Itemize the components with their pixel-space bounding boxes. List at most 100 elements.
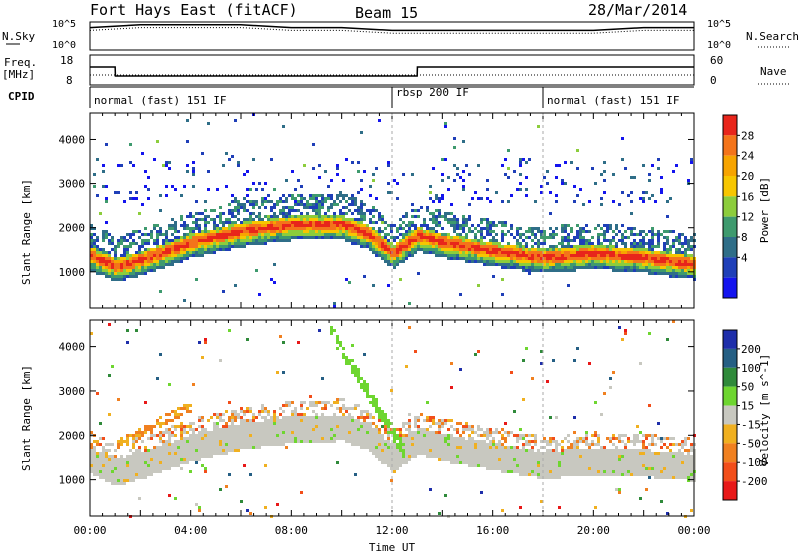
data-cell: [207, 443, 210, 446]
data-cell: [648, 230, 651, 233]
data-cell: [558, 452, 561, 455]
data-cell: [348, 221, 351, 224]
data-cell: [285, 227, 288, 230]
data-cell: [210, 449, 213, 452]
data-cell: [282, 194, 285, 197]
data-cell: [510, 227, 513, 230]
data-cell: [507, 458, 510, 461]
data-cell: [552, 359, 555, 362]
data-cell: [294, 197, 297, 200]
data-cell: [285, 239, 288, 242]
data-cell: [237, 227, 240, 230]
data-cell: [558, 464, 561, 467]
data-cell: [243, 434, 246, 437]
data-cell: [318, 236, 321, 239]
data-cell: [258, 428, 261, 431]
data-cell: [651, 242, 654, 245]
data-cell: [291, 236, 294, 239]
data-cell: [300, 437, 303, 440]
data-cell: [384, 419, 387, 422]
data-cell: [282, 221, 285, 224]
data-cell: [357, 224, 360, 227]
data-cell: [417, 236, 420, 239]
data-cell: [216, 236, 219, 239]
data-cell: [264, 425, 267, 428]
data-cell: [441, 233, 444, 236]
data-cell: [381, 461, 384, 464]
data-cell: [432, 200, 435, 203]
data-cell: [492, 236, 495, 239]
data-cell: [111, 236, 114, 239]
data-cell: [444, 236, 447, 239]
data-cell: [501, 257, 504, 260]
data-cell: [351, 437, 354, 440]
data-cell: [204, 449, 207, 452]
data-cell: [384, 260, 387, 263]
data-cell: [183, 239, 186, 242]
data-cell: [483, 461, 486, 464]
data-cell: [183, 227, 186, 230]
data-cell: [453, 452, 456, 455]
data-cell: [219, 242, 222, 245]
data-cell: [141, 461, 144, 464]
data-cell: [150, 260, 153, 263]
data-cell: [483, 227, 486, 230]
data-cell: [111, 239, 114, 242]
data-cell: [168, 449, 171, 452]
data-cell: [375, 245, 378, 248]
data-cell: [606, 254, 609, 257]
data-cell: [516, 452, 519, 455]
date-title: 28/Mar/2014: [588, 1, 687, 19]
data-cell: [546, 461, 549, 464]
data-cell: [660, 257, 663, 260]
data-cell: [618, 257, 621, 260]
data-cell: [462, 449, 465, 452]
data-cell: [177, 416, 180, 419]
data-cell: [552, 470, 555, 473]
data-cell: [147, 239, 150, 242]
data-cell: [525, 452, 528, 455]
data-cell: [141, 257, 144, 260]
data-cell: [192, 428, 195, 431]
data-cell: [453, 437, 456, 440]
data-cell: [174, 446, 177, 449]
data-cell: [414, 431, 417, 434]
data-cell: [441, 437, 444, 440]
data-cell: [153, 248, 156, 251]
data-cell: [564, 161, 567, 164]
data-cell: [102, 263, 105, 266]
data-cell: [111, 482, 114, 485]
data-cell: [159, 446, 162, 449]
data-cell: [384, 431, 387, 434]
data-cell: [612, 239, 615, 242]
data-cell: [312, 425, 315, 428]
data-cell: [363, 440, 366, 443]
data-cell: [447, 443, 450, 446]
data-cell: [270, 158, 273, 161]
data-cell: [678, 236, 681, 239]
data-cell: [540, 266, 543, 269]
data-cell: [414, 425, 417, 428]
data-cell: [687, 239, 690, 242]
data-cell: [135, 473, 138, 476]
data-cell: [417, 434, 420, 437]
data-cell: [651, 248, 654, 251]
data-cell: [471, 245, 474, 248]
data-cell: [345, 218, 348, 221]
data-cell: [120, 440, 123, 443]
data-cell: [294, 233, 297, 236]
data-cell: [468, 239, 471, 242]
data-cell: [414, 440, 417, 443]
data-cell: [165, 194, 168, 197]
data-cell: [453, 254, 456, 257]
data-cell: [96, 245, 99, 248]
data-cell: [267, 434, 270, 437]
data-cell: [123, 479, 126, 482]
data-cell: [309, 218, 312, 221]
data-cell: [228, 224, 231, 227]
data-cell: [162, 260, 165, 263]
data-cell: [438, 242, 441, 245]
data-cell: [318, 428, 321, 431]
data-cell: [540, 461, 543, 464]
data-cell: [363, 203, 366, 206]
